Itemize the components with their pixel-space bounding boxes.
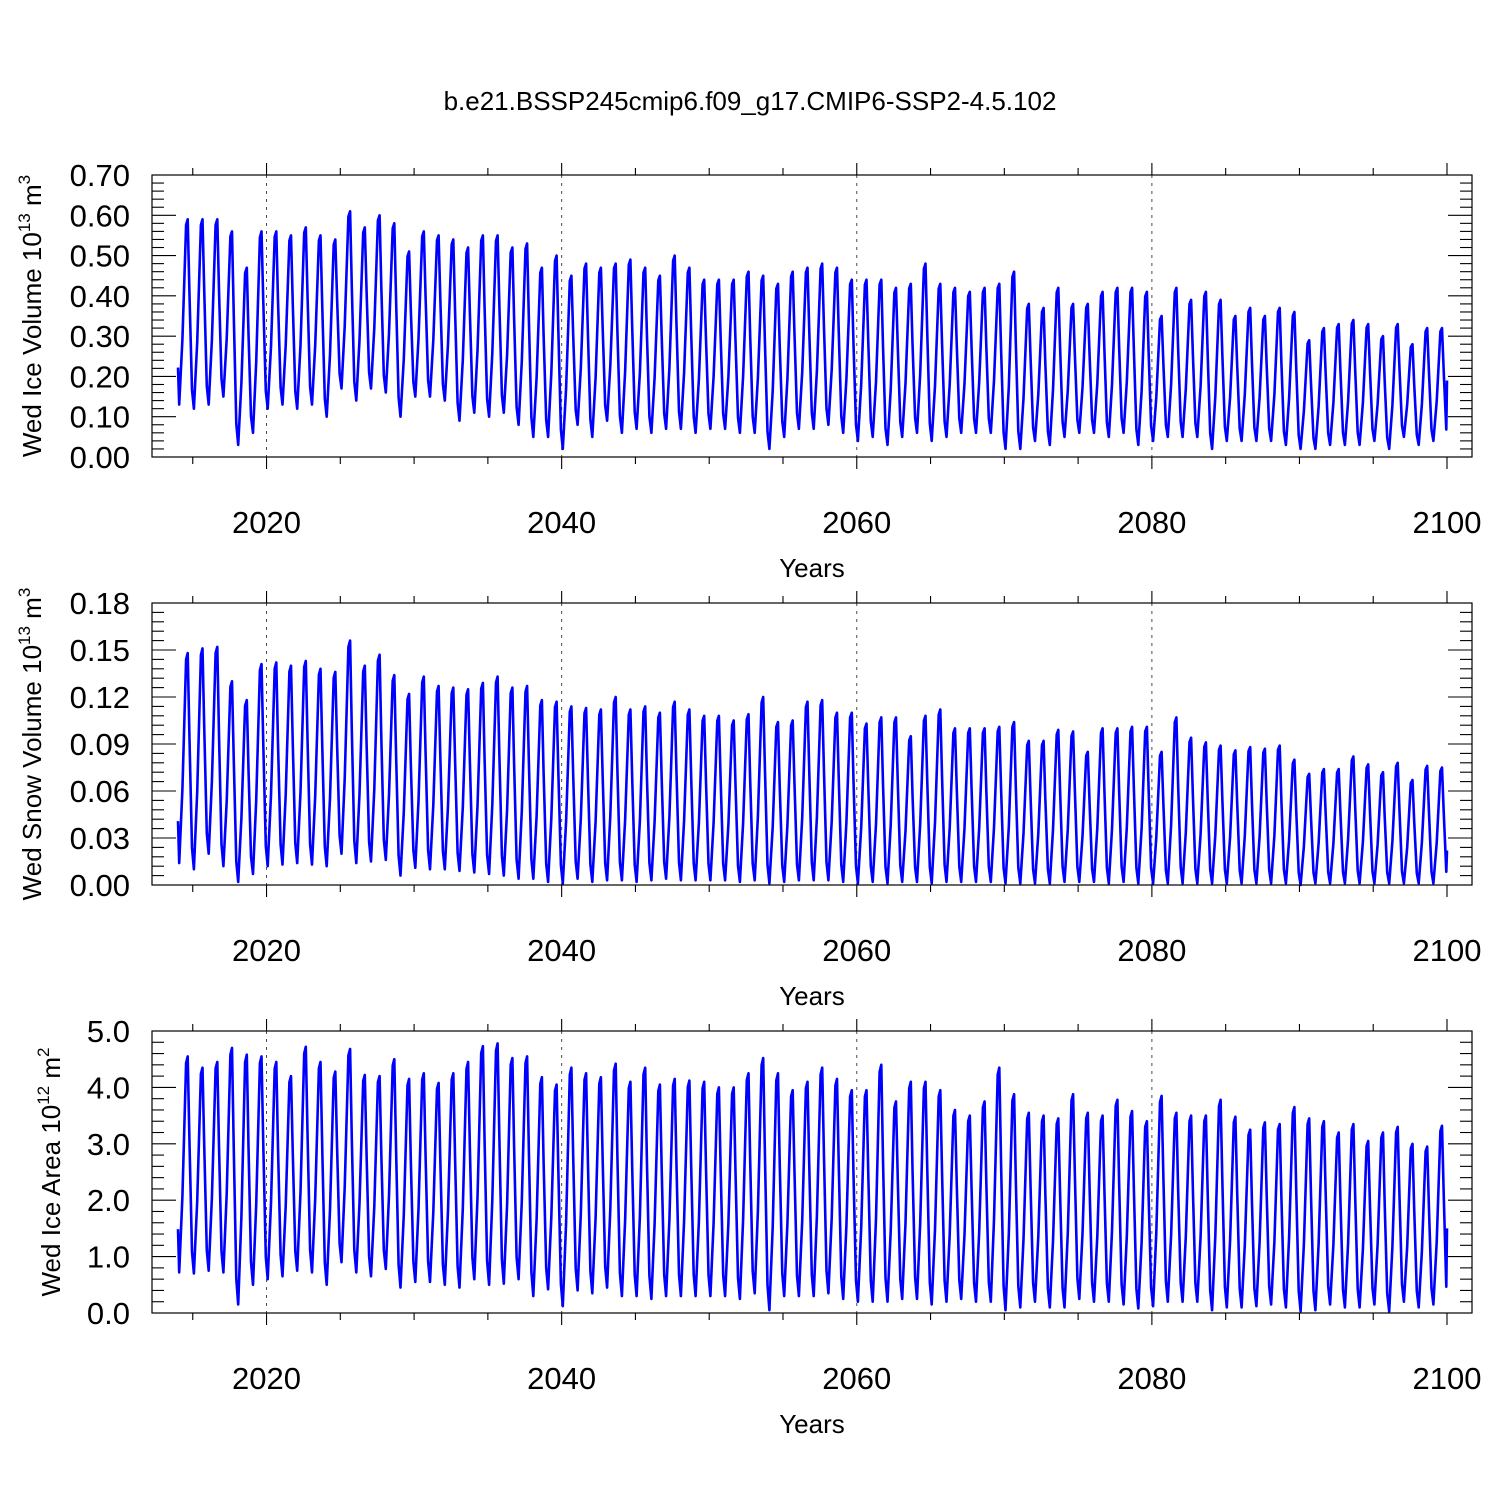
panel-2-ticks	[152, 1019, 1472, 1325]
panel-2-y-label-unit-exponent: 2	[34, 1047, 53, 1056]
panel-0-ticks	[152, 163, 1472, 469]
data-line	[176, 639, 1449, 887]
y-tick-label: 0.50	[70, 239, 130, 274]
x-tick-label: 2020	[232, 505, 301, 540]
y-tick-label: 0.09	[70, 727, 130, 762]
panel-0-y-label-text: Wed Ice Volume 10	[17, 232, 47, 457]
x-tick-label: 2060	[822, 933, 891, 968]
x-tick-label: 2100	[1413, 1361, 1482, 1396]
panel-2-x-axis-label: Years	[779, 1409, 845, 1439]
x-tick-label: 2100	[1413, 933, 1482, 968]
x-tick-label: 2080	[1117, 933, 1186, 968]
y-tick-label: 0.00	[70, 440, 130, 475]
y-tick-label: 4.0	[87, 1070, 130, 1105]
panel-1-plot	[176, 639, 1449, 887]
panel-1-y-label-unit-exponent: 3	[15, 588, 34, 597]
panel-0-y-label-unit-exponent: 3	[15, 175, 34, 184]
panel-2-y-label-spacer	[36, 1079, 66, 1086]
panel-2-x-ticks: 2020 2040 2060 2080 2100	[232, 1361, 1481, 1396]
panel-2-y-label-text: Wed Ice Area 10	[36, 1105, 66, 1297]
y-tick-label: 3.0	[87, 1127, 130, 1162]
panel-1-y-label-exponent: 13	[15, 626, 34, 645]
panel-1-ticks	[152, 591, 1472, 897]
panel-2-y-label-exponent: 12	[34, 1086, 53, 1105]
y-tick-label: 0.60	[70, 198, 130, 233]
y-tick-label: 0.70	[70, 158, 130, 193]
panel-1-y-label-text: Wed Snow Volume 10	[17, 645, 47, 900]
panel-ice-volume: 2020 2040 2060 2080 2100 0.00 0.10 0.20 0.30 0.4…	[15, 158, 1481, 583]
x-tick-label: 2060	[822, 505, 891, 540]
panel-2-frame	[151, 1030, 1473, 1314]
y-tick-label: 0.03	[70, 821, 130, 856]
panel-0-plot	[176, 210, 1449, 451]
panel-1-y-label-spacer	[17, 619, 47, 626]
y-tick-label: 0.30	[70, 319, 130, 354]
y-tick-label: 2.0	[87, 1183, 130, 1218]
panel-0-y-axis-label: Wed Ice Volume 1013 m3	[15, 175, 47, 457]
panel-2-y-axis-label: Wed Ice Area 1012 m2	[34, 1047, 66, 1296]
y-tick-label: 0.00	[70, 868, 130, 903]
panel-0-frame	[151, 174, 1473, 458]
panel-1-y-ticks: 0.00 0.03 0.06 0.09 0.12 0.15 0.18	[70, 586, 130, 903]
panel-2-y-ticks: 0.0 1.0 2.0 3.0 4.0 5.0	[87, 1014, 130, 1331]
y-tick-label: 0.40	[70, 279, 130, 314]
data-line	[176, 210, 1449, 451]
x-tick-label: 2080	[1117, 1361, 1186, 1396]
y-tick-label: 0.06	[70, 774, 130, 809]
y-tick-label: 1.0	[87, 1240, 130, 1275]
panel-0-x-ticks: 2020 2040 2060 2080 2100	[232, 505, 1481, 540]
y-tick-label: 0.10	[70, 400, 130, 435]
panel-0-y-label-exponent: 13	[15, 213, 34, 232]
y-tick-label: 0.12	[70, 680, 130, 715]
x-tick-label: 2020	[232, 933, 301, 968]
y-tick-label: 5.0	[87, 1014, 130, 1049]
data-line	[176, 1042, 1449, 1313]
x-tick-label: 2020	[232, 1361, 301, 1396]
y-tick-label: 0.18	[70, 586, 130, 621]
x-tick-label: 2100	[1413, 505, 1482, 540]
panel-0-x-axis-label: Years	[779, 553, 845, 583]
chart-title: b.e21.BSSP245cmip6.f09_g17.CMIP6-SSP2-4.…	[444, 86, 1057, 116]
x-tick-label: 2040	[527, 505, 596, 540]
panel-0-y-label-unit: m	[17, 184, 47, 206]
x-tick-label: 2040	[527, 933, 596, 968]
y-tick-label: 0.0	[87, 1296, 130, 1331]
panel-0-y-ticks: 0.00 0.10 0.20 0.30 0.40 0.50 0.60 0.70	[70, 158, 130, 475]
panel-1-y-label-unit: m	[17, 597, 47, 619]
panel-1-x-axis-label: Years	[779, 981, 845, 1011]
x-tick-label: 2060	[822, 1361, 891, 1396]
panel-2-y-label-unit: m	[36, 1057, 66, 1079]
y-tick-label: 0.20	[70, 359, 130, 394]
x-tick-label: 2040	[527, 1361, 596, 1396]
panel-1-y-axis-label: Wed Snow Volume 1013 m3	[15, 588, 47, 901]
panel-ice-area: 2020 2040 2060 2080 2100 0.01.02.03.04.05.0 …	[34, 1014, 1481, 1439]
panel-2-plot	[176, 1042, 1449, 1313]
panel-snow-volume: 2020 2040 2060 2080 2100 0.00 0.03 0.06 0.09 0.1…	[15, 586, 1481, 1011]
panel-0-y-label-spacer	[17, 206, 47, 213]
y-tick-label: 0.15	[70, 633, 130, 668]
panel-1-x-ticks: 2020 2040 2060 2080 2100	[232, 933, 1481, 968]
x-tick-label: 2080	[1117, 505, 1186, 540]
